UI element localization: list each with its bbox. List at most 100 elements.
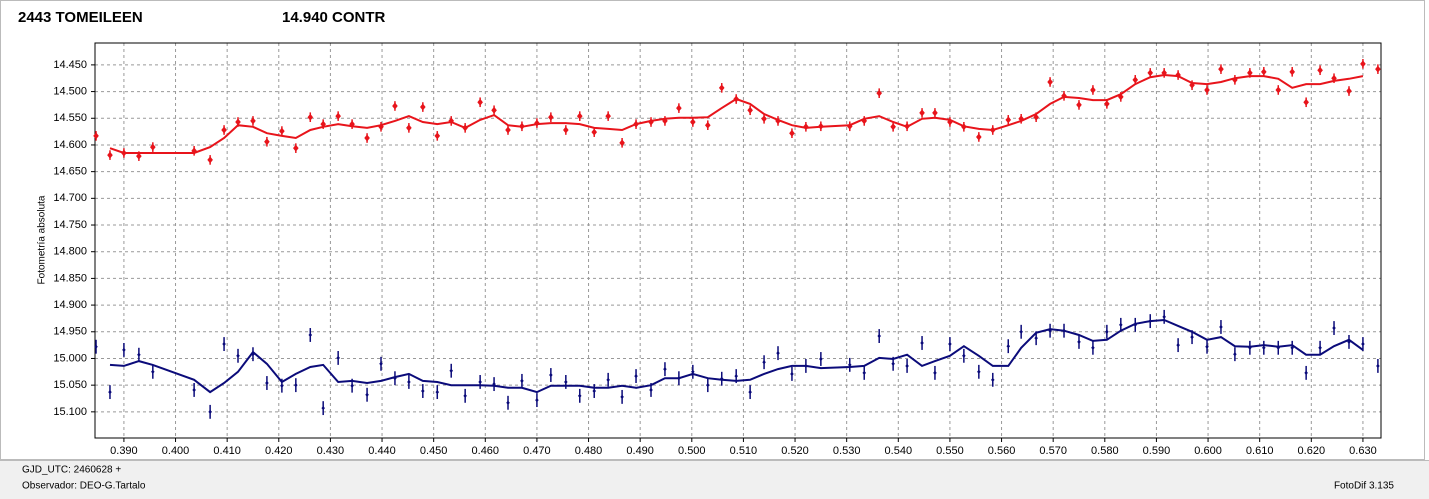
data-point bbox=[1148, 318, 1152, 324]
data-point bbox=[748, 389, 752, 395]
data-point bbox=[991, 377, 995, 383]
data-point bbox=[1048, 328, 1052, 333]
data-point bbox=[1090, 86, 1096, 94]
data-point bbox=[1132, 76, 1139, 84]
x-tick-label: 0.480 bbox=[575, 445, 603, 457]
data-point bbox=[592, 388, 596, 394]
y-tick-label: 14.750 bbox=[53, 219, 87, 231]
data-point bbox=[976, 133, 982, 141]
data-point bbox=[804, 363, 808, 369]
x-tick-label: 0.530 bbox=[833, 445, 861, 457]
data-point bbox=[932, 109, 938, 117]
data-point bbox=[1317, 66, 1323, 74]
y-tick-label: 14.650 bbox=[53, 166, 87, 178]
data-point bbox=[1018, 115, 1024, 123]
data-point bbox=[1175, 71, 1181, 79]
footer-gjd: GJD_UTC: 2460628 + bbox=[22, 465, 121, 476]
data-point bbox=[1034, 335, 1038, 341]
data-point bbox=[265, 380, 269, 386]
x-tick-label: 0.580 bbox=[1091, 445, 1119, 457]
data-point bbox=[222, 341, 226, 347]
y-tick-label: 14.850 bbox=[53, 272, 87, 284]
data-point bbox=[1347, 339, 1351, 345]
data-point bbox=[961, 123, 967, 131]
data-point bbox=[420, 103, 426, 111]
footer-observer: Observador: DEO-G.Tartalo bbox=[22, 481, 146, 492]
chart-panel bbox=[0, 0, 1425, 460]
data-point bbox=[919, 109, 925, 117]
data-point bbox=[648, 118, 654, 126]
trend-line bbox=[109, 73, 1364, 154]
data-point bbox=[293, 144, 299, 152]
data-point bbox=[505, 126, 511, 134]
data-point bbox=[948, 341, 952, 347]
data-point bbox=[564, 379, 568, 385]
x-tick-label: 0.490 bbox=[626, 445, 654, 457]
data-point bbox=[478, 379, 482, 385]
data-point bbox=[535, 397, 539, 403]
data-point bbox=[434, 132, 441, 140]
x-tick-label: 0.500 bbox=[678, 445, 706, 457]
data-point bbox=[591, 128, 598, 136]
data-point bbox=[706, 382, 710, 388]
data-point bbox=[137, 352, 141, 357]
data-point bbox=[1247, 69, 1253, 77]
data-point bbox=[1331, 74, 1337, 82]
data-point bbox=[734, 373, 738, 379]
data-point bbox=[620, 394, 624, 400]
x-tick-label: 0.410 bbox=[213, 445, 241, 457]
data-point bbox=[690, 118, 696, 126]
data-point bbox=[1261, 68, 1267, 76]
x-tick-label: 0.590 bbox=[1143, 445, 1171, 457]
x-tick-label: 0.470 bbox=[523, 445, 551, 457]
data-point bbox=[1189, 81, 1195, 89]
y-tick-label: 14.450 bbox=[53, 59, 87, 71]
data-point bbox=[235, 118, 241, 126]
data-point bbox=[747, 106, 753, 114]
data-point bbox=[107, 151, 113, 159]
status-bar bbox=[0, 460, 1429, 499]
data-point bbox=[818, 122, 824, 130]
data-point bbox=[1361, 341, 1365, 347]
data-point bbox=[733, 95, 739, 103]
data-point bbox=[691, 369, 695, 375]
data-point bbox=[1218, 65, 1224, 73]
data-point bbox=[1162, 314, 1166, 320]
data-point bbox=[393, 376, 397, 381]
x-tick-label: 0.400 bbox=[162, 445, 190, 457]
data-point bbox=[1105, 329, 1109, 334]
data-point bbox=[1276, 345, 1281, 350]
data-point bbox=[236, 353, 240, 358]
data-point bbox=[491, 106, 497, 114]
data-point bbox=[677, 376, 681, 381]
data-point bbox=[776, 350, 780, 356]
data-point bbox=[1360, 60, 1366, 68]
data-point bbox=[93, 132, 99, 140]
y-tick-label: 14.700 bbox=[53, 192, 87, 204]
data-point bbox=[1205, 344, 1209, 349]
data-point bbox=[1190, 334, 1194, 340]
data-point bbox=[606, 377, 610, 383]
data-point bbox=[1062, 328, 1066, 333]
y-tick-label: 14.500 bbox=[53, 85, 87, 97]
data-point bbox=[704, 121, 711, 129]
x-tick-label: 0.540 bbox=[885, 445, 913, 457]
x-tick-label: 0.630 bbox=[1349, 445, 1377, 457]
data-point bbox=[477, 98, 483, 106]
data-point bbox=[920, 340, 924, 346]
data-point bbox=[150, 143, 156, 151]
data-point bbox=[1091, 345, 1095, 350]
data-point bbox=[877, 333, 881, 339]
y-tick-label: 15.100 bbox=[53, 406, 87, 418]
y-tick-label: 15.050 bbox=[53, 379, 87, 391]
data-point bbox=[619, 139, 625, 147]
data-point bbox=[1304, 370, 1308, 376]
data-point bbox=[762, 360, 766, 365]
data-point bbox=[136, 152, 142, 160]
data-point bbox=[294, 382, 298, 388]
data-point bbox=[933, 370, 937, 376]
data-point bbox=[775, 117, 781, 125]
data-point bbox=[435, 389, 440, 395]
data-point bbox=[1076, 101, 1082, 109]
